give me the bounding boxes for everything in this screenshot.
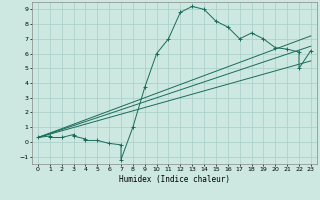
X-axis label: Humidex (Indice chaleur): Humidex (Indice chaleur) (119, 175, 230, 184)
